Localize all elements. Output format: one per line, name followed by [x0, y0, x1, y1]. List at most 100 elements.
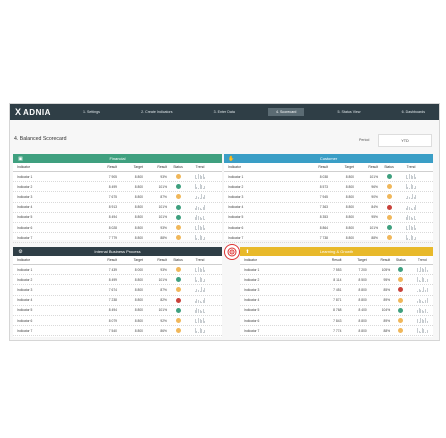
table-row: Indicator 5 8 494 8 800 101%	[13, 306, 222, 316]
tab-status-view[interactable]: 5. Status View	[337, 110, 361, 114]
logo-mark: X	[15, 107, 21, 117]
indicator-name: Indicator 3	[228, 194, 244, 199]
header-trend: Trend	[406, 165, 416, 169]
trend-cell	[189, 184, 211, 190]
learning-panel-header: ⬆ Learning & Growth	[240, 247, 433, 256]
table-row: Indicator 2 8 573 8 800 96%	[224, 182, 433, 193]
percent-value: 88%	[160, 235, 167, 240]
period-select[interactable]: YTD	[378, 134, 432, 147]
trend-sparkline-icon	[194, 174, 206, 180]
trend-cell	[412, 287, 433, 293]
percent-value: 82%	[160, 298, 167, 303]
table-row: Indicator 1 7 553 7 200 105%	[240, 265, 433, 276]
indicator-name: Indicator 4	[244, 298, 260, 303]
status-cell	[167, 277, 189, 283]
target-value: 8 800	[134, 298, 143, 303]
table-row: Indicator 6 8 864 8 800 101%	[224, 223, 433, 234]
header-result: Result	[107, 258, 117, 262]
target-value: 8 800	[134, 184, 143, 189]
tab-enter-data[interactable]: 3. Enter Data	[213, 110, 235, 114]
target-value: 8 800	[345, 215, 354, 220]
percent-value: 93%	[160, 267, 167, 272]
trend-sparkline-icon	[417, 297, 428, 303]
result-value: 7 553	[333, 267, 342, 272]
percent-value: 88%	[383, 328, 391, 333]
percent-value: 93%	[160, 225, 167, 230]
status-dot-icon	[175, 307, 181, 313]
target-value: 8 800	[345, 194, 354, 199]
status-cell	[390, 287, 411, 293]
result-value: 7 779	[108, 235, 117, 240]
status-cell	[167, 204, 189, 210]
trend-cell	[189, 267, 211, 273]
status-dot-icon	[175, 328, 181, 334]
indicator-name: Indicator 1	[228, 174, 244, 179]
status-cell	[390, 297, 411, 303]
result-value: 7 738	[319, 235, 328, 240]
trend-cell	[189, 214, 211, 220]
tab-dashboards[interactable]: 6. Dashboards	[401, 110, 425, 114]
percent-value: 95%	[371, 215, 378, 220]
header-indicator: Indicator	[244, 258, 258, 262]
trend-cell	[400, 225, 422, 231]
trend-sparkline-icon	[194, 184, 206, 190]
status-dot-icon	[175, 287, 181, 293]
status-cell	[390, 318, 411, 324]
status-cell	[167, 287, 189, 293]
trend-cell	[400, 235, 422, 241]
result-value: 8 913	[108, 205, 117, 210]
indicator-name: Indicator 5	[17, 308, 33, 313]
percent-value: 92%	[160, 318, 167, 323]
column-headers: Indicator Result Target Result Status Trend	[224, 163, 433, 172]
header-result: Result	[318, 165, 328, 169]
header-status: Status	[173, 165, 183, 169]
result-value: 7 945	[319, 194, 328, 199]
customer-panel-title: Customer	[319, 156, 338, 161]
result-value: 8 353	[319, 215, 328, 220]
header-status: Status	[173, 258, 183, 262]
logo: X ADNIA	[15, 107, 75, 117]
nav-tabs: 1. Settings 2. Create Indicators 3. Ente…	[75, 108, 439, 116]
trend-cell	[412, 277, 433, 283]
table-row: Indicator 4 7 238 8 800 82%	[13, 296, 222, 306]
learning-panel: ⬆ Learning & Growth Indicator Result Target R…	[240, 247, 433, 337]
indicator-name: Indicator 7	[17, 328, 33, 333]
trend-cell	[400, 184, 422, 190]
result-value: 7 674	[108, 287, 117, 292]
percent-value: 101%	[158, 205, 167, 210]
result-value: 7 238	[108, 298, 117, 303]
handshake-icon: ✋	[228, 155, 235, 162]
trend-cell	[400, 214, 422, 220]
status-dot-icon	[386, 235, 392, 241]
table-row: Indicator 6 7 843 8 800 89%	[240, 316, 433, 327]
internal-panel: ⚙ Internal Business Process Indicator Resul…	[13, 247, 222, 337]
percent-value: 101%	[369, 174, 378, 179]
column-headers: Indicator Result Target Result Status Trend	[13, 163, 222, 172]
header-trend: Trend	[195, 165, 205, 169]
status-dot-icon	[175, 204, 181, 210]
header-pct: Result	[157, 258, 167, 262]
app-frame: X ADNIA 1. Settings 2. Create Indicators…	[9, 103, 440, 341]
table-row: Indicator 5 8 353 8 800 95%	[224, 213, 433, 223]
indicator-name: Indicator 4	[17, 298, 33, 303]
indicator-name: Indicator 2	[244, 277, 260, 282]
tab-create-indicators[interactable]: 2. Create Indicators	[141, 110, 173, 114]
header-pct: Result	[157, 165, 167, 169]
table-row: Indicator 1 7 905 8 800 93%	[13, 172, 222, 183]
trend-sparkline-icon	[405, 194, 417, 200]
tab-scorecard[interactable]: 4. Scorecard	[268, 108, 305, 116]
page-title: 4. Balanced Scorecard	[14, 136, 67, 142]
table-row: Indicator 3 7 674 8 800 87%	[13, 285, 222, 296]
table-row: Indicator 1 7 439 8 000 93%	[13, 265, 222, 276]
indicator-name: Indicator 1	[17, 267, 33, 272]
financial-panel: ▣ Financial Indicator Result Target Result Sta…	[13, 154, 222, 244]
indicator-name: Indicator 7	[244, 328, 260, 333]
trend-sparkline-icon	[194, 194, 206, 200]
status-cell	[390, 307, 411, 313]
status-dot-icon	[175, 235, 181, 241]
status-cell	[378, 174, 400, 180]
trend-cell	[189, 235, 211, 241]
header-trend: Trend	[417, 258, 427, 262]
target-value: 8 800	[358, 287, 367, 292]
tab-settings[interactable]: 1. Settings	[83, 110, 100, 114]
